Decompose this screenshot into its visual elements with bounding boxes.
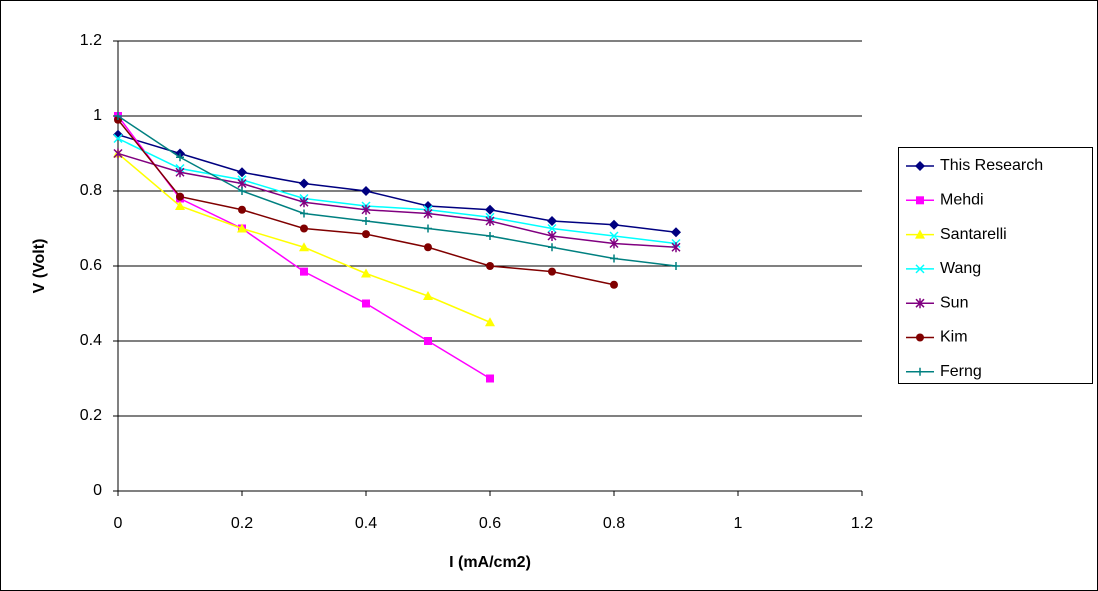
legend <box>898 147 1093 384</box>
marker <box>486 232 494 240</box>
series-line <box>117 152 677 248</box>
marker <box>238 187 246 195</box>
y-tick-label: 1.2 <box>80 32 102 49</box>
y-tick-label: 0.4 <box>80 332 102 349</box>
marker <box>486 262 494 270</box>
y-axis-label: V (Volt) <box>31 239 48 294</box>
marker <box>671 242 681 253</box>
legend-label: Santarelli <box>940 226 1007 243</box>
marker <box>175 167 185 178</box>
marker <box>361 204 371 215</box>
marker <box>548 243 556 252</box>
marker <box>609 231 619 241</box>
marker <box>176 192 184 201</box>
marker <box>237 167 247 178</box>
marker <box>113 133 123 144</box>
marker <box>548 267 556 276</box>
x-tick-label: 0.8 <box>603 515 625 532</box>
marker <box>237 223 247 233</box>
legend-label: Kim <box>940 329 968 346</box>
marker <box>113 148 123 159</box>
marker <box>610 254 618 263</box>
marker <box>114 112 122 120</box>
marker <box>299 242 309 252</box>
marker <box>610 280 618 289</box>
marker <box>423 201 433 211</box>
legend-label: This Research <box>940 157 1043 174</box>
marker <box>362 230 370 239</box>
y-tick-label: 0.2 <box>80 407 102 424</box>
marker <box>176 153 184 162</box>
marker <box>916 196 924 205</box>
x-tick-label: 1 <box>734 515 743 532</box>
marker <box>362 217 370 225</box>
legend-label: Sun <box>940 294 968 311</box>
marker <box>916 333 924 342</box>
x-tick-label: 0.2 <box>231 515 253 532</box>
y-tick-label: 0.6 <box>80 257 102 274</box>
marker <box>609 219 619 230</box>
marker <box>915 229 925 239</box>
marker <box>299 178 309 189</box>
marker <box>300 224 308 233</box>
marker <box>113 129 123 140</box>
marker <box>671 227 681 238</box>
marker <box>362 299 370 308</box>
marker <box>485 317 495 327</box>
marker <box>915 264 925 274</box>
marker <box>915 161 925 171</box>
marker <box>915 298 925 309</box>
marker <box>300 267 308 276</box>
legend-label: Ferng <box>940 363 982 380</box>
marker <box>424 224 432 233</box>
marker <box>175 201 185 210</box>
y-tick-label: 1 <box>93 107 102 124</box>
y-tick-label: 0 <box>93 482 102 499</box>
marker <box>424 243 432 252</box>
marker <box>547 223 557 234</box>
marker <box>361 186 371 196</box>
y-tick-label: 0.8 <box>80 182 102 199</box>
x-axis-label: I (mA/cm2) <box>449 554 531 571</box>
marker <box>423 208 433 219</box>
marker <box>916 367 924 376</box>
marker <box>486 374 494 383</box>
marker <box>238 205 246 214</box>
legend-label: Mehdi <box>940 192 984 209</box>
marker <box>485 204 495 215</box>
x-tick-label: 1.2 <box>851 515 873 532</box>
x-tick-label: 0 <box>114 515 123 532</box>
marker <box>237 178 247 189</box>
marker <box>423 291 433 300</box>
marker <box>300 209 308 218</box>
marker <box>424 337 432 345</box>
series-line <box>117 115 677 267</box>
x-tick-label: 0.6 <box>479 515 501 532</box>
marker <box>361 268 371 278</box>
marker <box>609 238 619 249</box>
series-line <box>117 134 677 233</box>
legend-label: Wang <box>940 260 981 277</box>
marker <box>672 262 680 270</box>
marker <box>547 231 557 241</box>
marker <box>299 197 309 208</box>
marker <box>485 216 495 226</box>
marker <box>547 216 557 226</box>
x-tick-label: 0.4 <box>355 515 377 532</box>
